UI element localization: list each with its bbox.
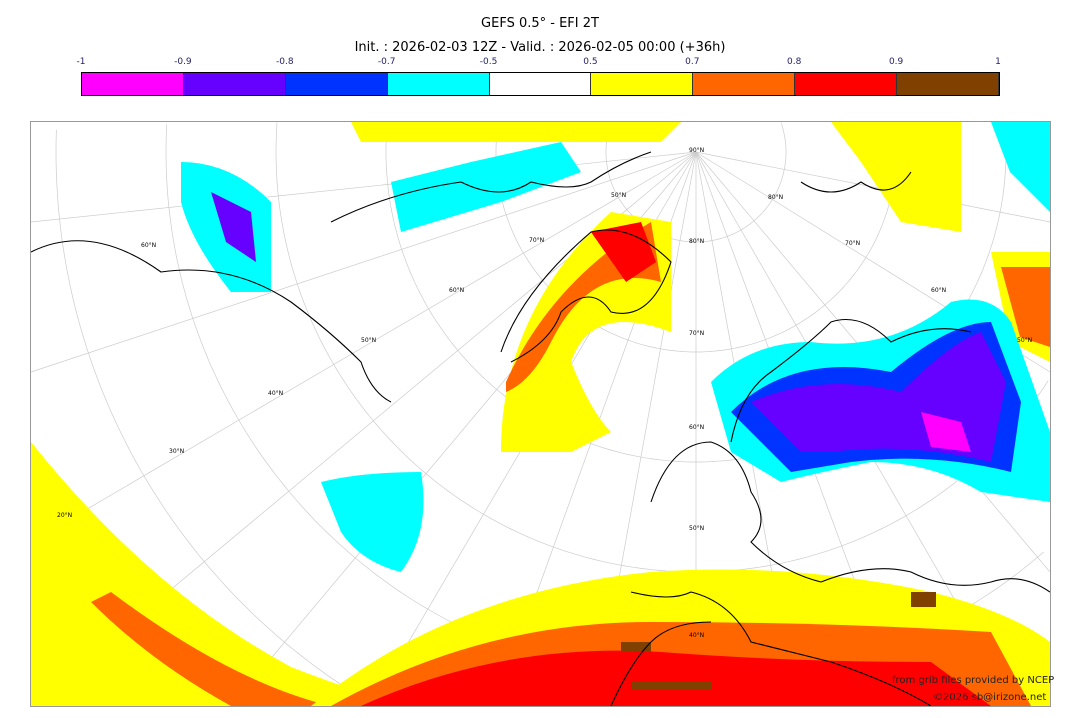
colorbar-tick: 1 bbox=[995, 57, 1001, 67]
coord-label: 60°N bbox=[689, 424, 705, 431]
colorbar-tick: -1 bbox=[76, 57, 86, 67]
colorbar-segment bbox=[489, 73, 592, 95]
efi-field bbox=[31, 122, 1050, 706]
coord-label: 60°N bbox=[931, 287, 947, 294]
coord-label: 80°N bbox=[768, 194, 784, 201]
copyright: ©2026 sb@irizone.net bbox=[933, 692, 1047, 703]
latitude-circle bbox=[275, 122, 1049, 573]
colorbar-segment bbox=[82, 73, 184, 95]
colorbar-tick: -0.9 bbox=[174, 57, 192, 67]
colorbar-tick: 0.5 bbox=[583, 57, 598, 67]
map-title: GEFS 0.5° - EFI 2T bbox=[481, 16, 599, 31]
coord-label: 90°N bbox=[689, 147, 705, 154]
coord-label: 70°N bbox=[689, 330, 705, 337]
coord-label: 80°N bbox=[689, 238, 705, 245]
coord-label: 60°N bbox=[449, 287, 465, 294]
colorbar-segment bbox=[591, 73, 694, 95]
colorbar-segment bbox=[897, 73, 1000, 95]
source-credit: from grib files provided by NCEP bbox=[892, 675, 1055, 686]
map-canvas bbox=[31, 122, 1050, 706]
coord-label: 50°N bbox=[1017, 337, 1033, 344]
coord-label: 40°N bbox=[268, 390, 284, 397]
coord-label: 70°N bbox=[529, 237, 545, 244]
coord-label: 20°N bbox=[57, 512, 73, 519]
colorbar-tick: 0.9 bbox=[888, 57, 904, 67]
colorbar-tick: -0.8 bbox=[275, 57, 294, 67]
colorbar-segment bbox=[285, 73, 388, 95]
coord-label: 30°N bbox=[169, 448, 185, 455]
colorbar-segment bbox=[183, 73, 286, 95]
coord-label: 50°N bbox=[361, 337, 377, 344]
coord-label: 60°N bbox=[141, 242, 157, 249]
coord-label: 40°N bbox=[689, 632, 705, 639]
colorbar-tick: -0.5 bbox=[479, 57, 498, 67]
efi-map: 90°W80°W70°W60°W90°E80°E70°E60°E50°E40°E… bbox=[30, 121, 1051, 707]
colorbar-tick: 0.7 bbox=[685, 57, 700, 67]
colorbar bbox=[81, 72, 1000, 96]
coastlines bbox=[31, 151, 1050, 706]
colorbar-segment bbox=[387, 73, 490, 95]
coord-label: 50°N bbox=[611, 192, 627, 199]
colorbar-tick: 0.8 bbox=[787, 57, 802, 67]
colorbar-segment bbox=[795, 73, 898, 95]
coord-label: 70°N bbox=[845, 240, 861, 247]
colorbar-segment bbox=[693, 73, 796, 95]
latitude-circle bbox=[605, 122, 787, 243]
coord-label: 50°N bbox=[689, 525, 705, 532]
map-subtitle: Init. : 2026-02-03 12Z - Valid. : 2026-0… bbox=[354, 40, 726, 55]
colorbar-tick: -0.7 bbox=[377, 57, 396, 67]
